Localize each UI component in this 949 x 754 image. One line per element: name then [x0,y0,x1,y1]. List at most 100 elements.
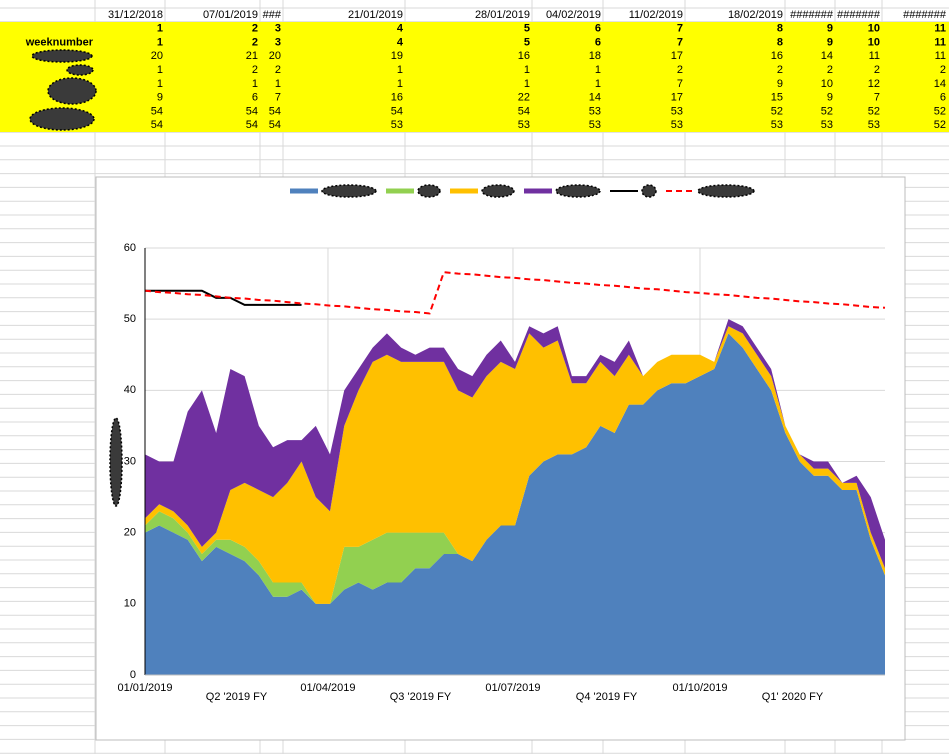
value-cell: 1 [157,23,163,35]
value-cell: 14 [589,92,601,104]
value-cell: 11 [934,23,946,35]
value-cell: 54 [269,105,281,117]
value-cell: 14 [934,78,946,90]
value-cell: 11 [869,50,880,62]
value-cell: 1 [275,78,281,90]
period-label: Q1' 2020 FY [762,691,824,703]
value-cell: 16 [518,50,530,62]
date-cell: 18/02/2019 [728,9,783,21]
value-cell: 2 [252,23,258,35]
value-cell: 52 [771,105,783,117]
y-tick-label: 40 [124,384,136,396]
value-cell: 19 [391,50,403,62]
y-tick-label: 30 [124,455,136,467]
value-cell: 7 [275,92,281,104]
value-cell: 1 [524,64,530,76]
area [145,333,885,675]
value-cell: 54 [391,105,403,117]
value-cell: 53 [391,119,403,131]
line [145,289,302,306]
y-tick-label: 50 [124,313,136,325]
value-cell: 2 [677,64,683,76]
x-tick-label: 01/01/2019 [117,682,172,694]
period-label: Q4 '2019 FY [576,691,638,703]
value-cell: 4 [397,36,404,48]
date-cell: 07/01/2019 [203,9,258,21]
redacted-legend-name [555,184,601,198]
value-cell: 2 [275,64,281,76]
value-cell: 17 [671,92,683,104]
value-cell: 21 [246,50,258,62]
value-cell: 2 [252,64,258,76]
value-cell: 54 [269,119,281,131]
redacted-label [66,64,94,76]
value-cell: 11 [934,36,946,48]
value-cell: 53 [518,119,530,131]
value-cell: 1 [397,64,403,76]
value-cell: 9 [827,92,833,104]
value-cell: 15 [771,92,783,104]
value-cell: 4 [397,23,404,35]
value-cell: 52 [934,105,946,117]
value-cell: 20 [151,50,163,62]
date-cell: 11/02/2019 [629,9,683,21]
chart-object: 0 10 20 30 40 50 60 01/01/2019 01/04/2019 01/07/2… [95,176,906,741]
value-cell: 54 [246,119,258,131]
date-cell: ####### [903,9,947,21]
y-tick-label: 20 [124,527,136,539]
value-cell: 54 [246,105,258,117]
value-cell: 2 [827,64,833,76]
redacted-legend-name [321,184,377,198]
value-cell: 20 [269,50,281,62]
value-cell: 7 [874,92,880,104]
value-cell: 3 [275,23,281,35]
value-cell: 17 [671,50,683,62]
value-cell: 1 [157,64,163,76]
y-tick-label: 0 [130,669,136,681]
x-tick-label: 01/07/2019 [485,682,540,694]
redacted-label [29,107,95,131]
value-cell: 52 [934,119,946,131]
value-cell: 9 [827,36,833,48]
value-cell: 1 [157,78,163,90]
value-cell: 53 [868,119,880,131]
value-cell: 9 [827,23,833,35]
period-label: Q3 '2019 FY [390,691,452,703]
value-cell: 1 [595,78,601,90]
value-cell: 11 [935,50,946,62]
value-cell: 53 [821,119,833,131]
line [144,271,886,315]
value-cell: 2 [874,64,880,76]
x-tick-label: 01/04/2019 [300,682,355,694]
value-cell: 8 [777,23,783,35]
value-cell: 18 [589,50,601,62]
value-cell: 1 [252,78,258,90]
value-cell: 53 [589,119,601,131]
value-cell: 7 [677,78,683,90]
date-cell: ####### [837,9,881,21]
value-cell: 6 [595,36,601,48]
value-cell: 16 [771,50,783,62]
redacted-legend-name [481,184,515,198]
redacted-label [47,77,97,105]
y-tick-label: 10 [124,598,136,610]
value-cell: 9 [777,78,783,90]
date-cell: 28/01/2019 [475,9,530,21]
date-cell: ####### [790,9,834,21]
value-cell: 1 [397,78,403,90]
row-label: weeknumber [25,36,94,48]
highlighted-rows [0,22,949,132]
area [145,319,885,569]
value-cell: 54 [518,105,530,117]
value-cell: 12 [868,78,880,90]
redacted-legend-name [641,184,657,198]
value-cell: 53 [589,105,601,117]
date-cell: 21/01/2019 [348,9,403,21]
redacted-label [31,49,93,63]
value-cell: 53 [671,119,683,131]
value-cell: 7 [677,36,683,48]
value-cell: 9 [157,92,163,104]
value-cell: 1 [524,78,530,90]
value-cell: 5 [524,36,530,48]
value-cell: 52 [821,105,833,117]
